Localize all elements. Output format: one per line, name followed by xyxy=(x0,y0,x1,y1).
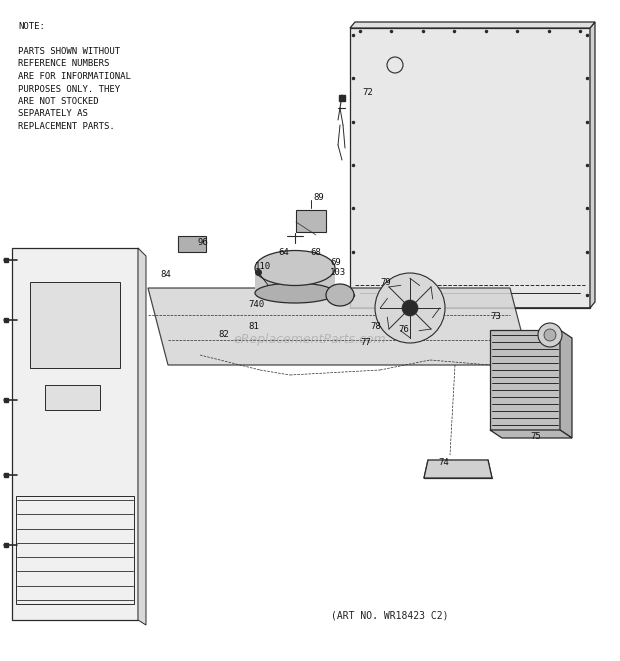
Circle shape xyxy=(544,329,556,341)
Polygon shape xyxy=(45,385,100,410)
Text: 78: 78 xyxy=(370,322,381,331)
Circle shape xyxy=(402,300,418,316)
Text: (ART NO. WR18423 C2): (ART NO. WR18423 C2) xyxy=(331,610,449,620)
FancyBboxPatch shape xyxy=(296,210,326,232)
Polygon shape xyxy=(590,22,595,308)
Text: 72: 72 xyxy=(362,88,373,97)
Text: NOTE:

PARTS SHOWN WITHOUT
REFERENCE NUMBERS
ARE FOR INFORMATIONAL
PURPOSES ONLY: NOTE: PARTS SHOWN WITHOUT REFERENCE NUMB… xyxy=(18,22,131,131)
Polygon shape xyxy=(148,288,530,365)
Polygon shape xyxy=(255,268,335,293)
Polygon shape xyxy=(424,460,492,478)
Text: eReplacementParts.com: eReplacementParts.com xyxy=(234,334,386,346)
Text: 81: 81 xyxy=(248,322,259,331)
Ellipse shape xyxy=(255,251,335,286)
Circle shape xyxy=(538,323,562,347)
Text: 82: 82 xyxy=(218,330,229,339)
Text: 76: 76 xyxy=(398,325,409,334)
Text: 84: 84 xyxy=(160,270,171,279)
Polygon shape xyxy=(138,248,146,625)
Text: 74: 74 xyxy=(438,458,449,467)
Text: 73: 73 xyxy=(490,312,501,321)
Text: 75: 75 xyxy=(530,432,541,441)
Polygon shape xyxy=(490,430,572,438)
Text: 96: 96 xyxy=(198,238,209,247)
Text: 103: 103 xyxy=(330,268,346,277)
Polygon shape xyxy=(12,248,138,620)
FancyBboxPatch shape xyxy=(178,236,206,252)
Polygon shape xyxy=(560,330,572,438)
Text: 69: 69 xyxy=(330,258,341,267)
Text: 740: 740 xyxy=(248,300,264,309)
Polygon shape xyxy=(350,22,595,28)
Ellipse shape xyxy=(255,283,335,303)
Polygon shape xyxy=(350,28,590,308)
Text: 68: 68 xyxy=(310,248,321,257)
Polygon shape xyxy=(490,330,560,430)
Text: 110: 110 xyxy=(255,262,271,271)
Text: 89: 89 xyxy=(313,193,324,202)
Text: 79: 79 xyxy=(380,278,391,287)
Circle shape xyxy=(375,273,445,343)
Polygon shape xyxy=(30,282,120,368)
Text: 64: 64 xyxy=(278,248,289,257)
Ellipse shape xyxy=(326,284,354,306)
Text: 77: 77 xyxy=(360,338,371,347)
